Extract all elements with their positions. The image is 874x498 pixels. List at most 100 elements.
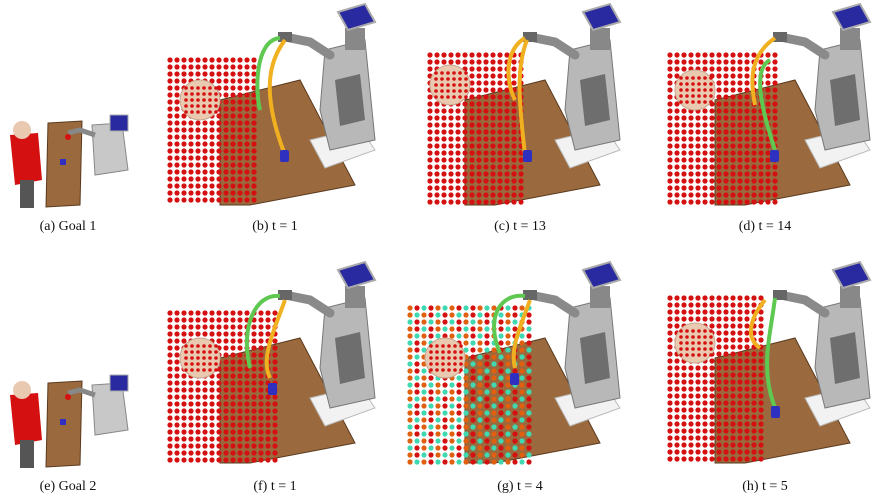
occupancy-voxel (449, 410, 454, 415)
occupancy-voxel (709, 192, 714, 197)
occupancy-voxel (716, 87, 721, 92)
occupancy-voxel (442, 326, 447, 331)
occupancy-voxel (174, 176, 179, 181)
occupancy-voxel (484, 382, 489, 387)
occupancy-voxel (195, 450, 200, 455)
head-voxel (679, 353, 683, 357)
occupancy-voxel (435, 333, 440, 338)
occupancy-voxel (497, 136, 502, 141)
occupancy-voxel (484, 368, 489, 373)
occupancy-voxel (667, 421, 672, 426)
occupancy-voxel (244, 401, 249, 406)
occupancy-voxel (504, 192, 509, 197)
occupancy-voxel (709, 358, 714, 363)
occupancy-voxel (223, 127, 228, 132)
head-voxel (214, 110, 218, 114)
occupancy-voxel (491, 417, 496, 422)
head-voxel (196, 86, 200, 90)
head-voxel (184, 362, 188, 366)
occupancy-voxel (709, 414, 714, 419)
occupancy-voxel (695, 115, 700, 120)
occupancy-voxel (414, 396, 419, 401)
occupancy-voxel (681, 150, 686, 155)
occupancy-voxel (476, 94, 481, 99)
occupancy-voxel (469, 178, 474, 183)
occupancy-voxel (434, 136, 439, 141)
occupancy-voxel (737, 337, 742, 342)
occupancy-voxel (744, 456, 749, 461)
occupancy-voxel (744, 192, 749, 197)
occupancy-voxel (497, 73, 502, 78)
head-voxel (190, 92, 194, 96)
occupancy-voxel (505, 389, 510, 394)
occupancy-voxel (202, 120, 207, 125)
occupancy-voxel (230, 57, 235, 62)
occupancy-voxel (737, 192, 742, 197)
occupancy-voxel (751, 199, 756, 204)
occupancy-voxel (476, 129, 481, 134)
head-voxel (685, 335, 689, 339)
occupancy-voxel (505, 375, 510, 380)
occupancy-voxel (723, 199, 728, 204)
occupancy-voxel (730, 302, 735, 307)
occupancy-voxel (202, 317, 207, 322)
occupancy-voxel (265, 422, 270, 427)
occupancy-voxel (511, 129, 516, 134)
robot-torso-dark (580, 332, 610, 384)
occupancy-voxel (174, 394, 179, 399)
occupancy-voxel (505, 312, 510, 317)
occupancy-voxel (244, 78, 249, 83)
occupancy-voxel (258, 387, 263, 392)
head-voxel (697, 329, 701, 333)
occupancy-voxel (688, 302, 693, 307)
occupancy-voxel (448, 192, 453, 197)
occupancy-voxel (188, 183, 193, 188)
occupancy-voxel (209, 429, 214, 434)
occupancy-voxel (709, 122, 714, 127)
occupancy-voxel (737, 80, 742, 85)
occupancy-voxel (674, 358, 679, 363)
occupancy-voxel (167, 190, 172, 195)
occupancy-voxel (730, 351, 735, 356)
occupancy-voxel (195, 134, 200, 139)
occupancy-voxel (765, 199, 770, 204)
occupancy-voxel (723, 122, 728, 127)
occupancy-voxel (476, 150, 481, 155)
occupancy-voxel (702, 185, 707, 190)
occupancy-voxel (181, 78, 186, 83)
occupancy-voxel (511, 73, 516, 78)
occupancy-voxel (758, 178, 763, 183)
occupancy-voxel (490, 80, 495, 85)
occupancy-voxel (519, 452, 524, 457)
occupancy-voxel (758, 428, 763, 433)
occupancy-voxel (526, 340, 531, 345)
occupancy-voxel (681, 122, 686, 127)
head-voxel (208, 344, 212, 348)
occupancy-voxel (504, 164, 509, 169)
occupancy-voxel (667, 372, 672, 377)
occupancy-voxel (695, 386, 700, 391)
occupancy-voxel (462, 136, 467, 141)
occupancy-voxel (209, 127, 214, 132)
occupancy-voxel (470, 368, 475, 373)
occupancy-voxel (223, 155, 228, 160)
occupancy-voxel (188, 64, 193, 69)
occupancy-voxel (730, 164, 735, 169)
occupancy-voxel (449, 389, 454, 394)
occupancy-voxel (491, 445, 496, 450)
occupancy-voxel (230, 394, 235, 399)
occupancy-voxel (251, 99, 256, 104)
occupancy-voxel (414, 403, 419, 408)
occupancy-voxel (414, 445, 419, 450)
human-legs (20, 180, 34, 208)
head-voxel (459, 362, 463, 366)
occupancy-voxel (237, 331, 242, 336)
occupancy-voxel (223, 113, 228, 118)
occupancy-voxel (174, 64, 179, 69)
head-voxel (202, 368, 206, 372)
head-voxel (208, 350, 212, 354)
occupancy-voxel (181, 317, 186, 322)
occupancy-voxel (744, 337, 749, 342)
occupancy-voxel (477, 361, 482, 366)
occupancy-voxel (251, 57, 256, 62)
